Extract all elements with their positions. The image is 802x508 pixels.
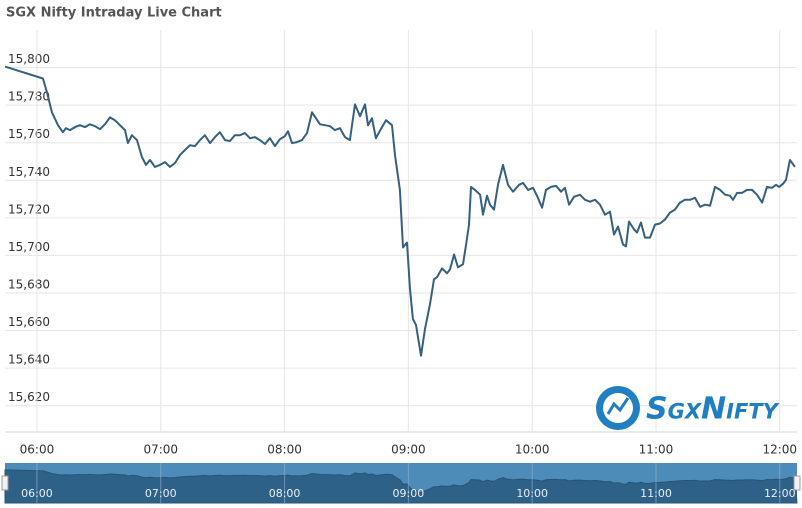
y-tick-label: 15,680	[8, 277, 50, 291]
y-tick-label: 15,700	[8, 240, 50, 254]
navigator-area	[4, 469, 798, 504]
navigator-label: 08:00	[269, 487, 301, 500]
y-tick-label: 15,620	[8, 390, 50, 404]
logo: SgxNifty	[596, 386, 780, 430]
navigator-label: 09:00	[393, 487, 425, 500]
y-tick-label: 15,780	[8, 90, 50, 104]
x-tick-label: 07:00	[143, 443, 178, 457]
navigator-label: 07:00	[145, 487, 177, 500]
navigator-label: 11:00	[640, 487, 672, 500]
x-tick-label: 06:00	[20, 443, 55, 457]
x-tick-label: 08:00	[267, 443, 302, 457]
logo-arrow	[606, 397, 630, 415]
y-tick-label: 15,720	[8, 202, 50, 216]
y-tick-label: 15,800	[8, 52, 50, 66]
navigator-handle	[793, 475, 801, 491]
y-tick-label: 15,760	[8, 127, 50, 141]
x-tick-label: 12:00	[762, 443, 797, 457]
line	[4, 65, 796, 357]
navigator-label: 10:00	[516, 487, 548, 500]
navigator-handle	[1, 475, 9, 491]
navigator-label: 12:00	[764, 487, 796, 500]
y-tick-label: 15,660	[8, 315, 50, 329]
x-tick-label: 09:00	[391, 443, 426, 457]
chart-title: SGX Nifty Intraday Live Chart	[6, 6, 222, 21]
y-tick-label: 15,640	[8, 353, 50, 367]
x-tick-label: 11:00	[639, 443, 674, 457]
x-tick-label: 10:00	[515, 443, 550, 457]
watermark: SgxNifty	[646, 392, 780, 427]
y-tick-label: 15,740	[8, 165, 50, 179]
navigator-label: 06:00	[21, 487, 53, 500]
